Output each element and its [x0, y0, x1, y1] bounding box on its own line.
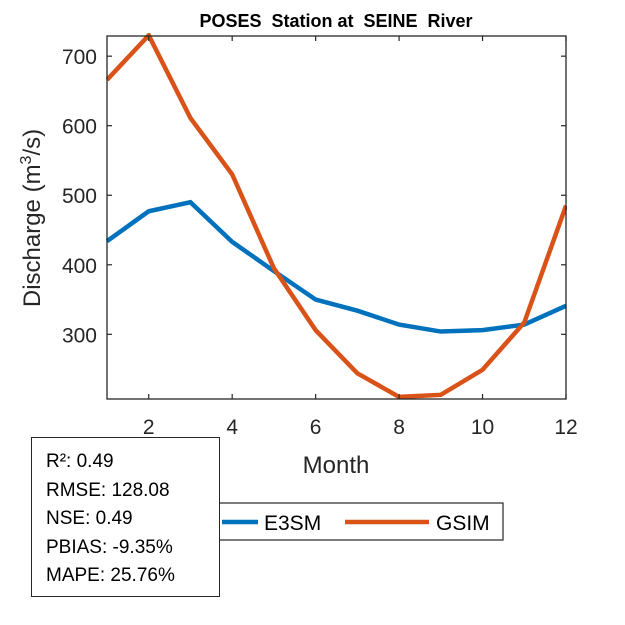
x-axis: 2 4 6 8 10 12: [143, 36, 578, 439]
x-tick-label: 2: [143, 416, 155, 439]
x-tick-label: 8: [393, 416, 405, 439]
y-axis-title-tail: /s): [19, 129, 46, 156]
legend-label-e3sm: E3SM: [264, 512, 321, 535]
stat-rmse: RMSE: 128.08: [46, 479, 170, 501]
y-tick-label: 600: [62, 116, 97, 139]
y-axis-title: Discharge (m3/s): [18, 129, 46, 307]
axes-box: [106, 35, 567, 400]
y-tick-label: 700: [62, 46, 97, 69]
x-tick-label: 10: [471, 416, 494, 439]
plot-area: [106, 33, 567, 400]
stat-pbias: PBIAS: -9.35%: [46, 536, 173, 558]
legend: E3SM GSIM: [169, 502, 504, 541]
series-line-gsim: [106, 33, 567, 400]
y-axis: 300 400 500 600 700: [62, 46, 566, 347]
stat-nse: NSE: 0.49: [46, 508, 133, 529]
x-tick-label: 4: [226, 416, 238, 439]
x-axis-title: Month: [303, 452, 370, 479]
stat-r2: R²: 0.49: [46, 451, 114, 472]
y-tick-label: 400: [62, 255, 97, 278]
y-axis-title-superscript: 3: [18, 155, 35, 164]
y-tick-label: 500: [62, 185, 97, 208]
y-tick-label: 300: [62, 324, 97, 347]
statistics-box: R²: 0.49 RMSE: 128.08 NSE: 0.49 PBIAS: -…: [31, 437, 220, 597]
series-line-e3sm: [106, 199, 567, 334]
x-tick-label: 6: [310, 416, 322, 439]
y-axis-title-main: Discharge (m: [19, 164, 46, 307]
stat-mape: MAPE: 25.76%: [46, 565, 175, 586]
chart-title: POSES Station at SEINE River: [199, 11, 472, 31]
legend-label-gsim: GSIM: [436, 512, 490, 535]
x-tick-label: 12: [554, 416, 577, 439]
